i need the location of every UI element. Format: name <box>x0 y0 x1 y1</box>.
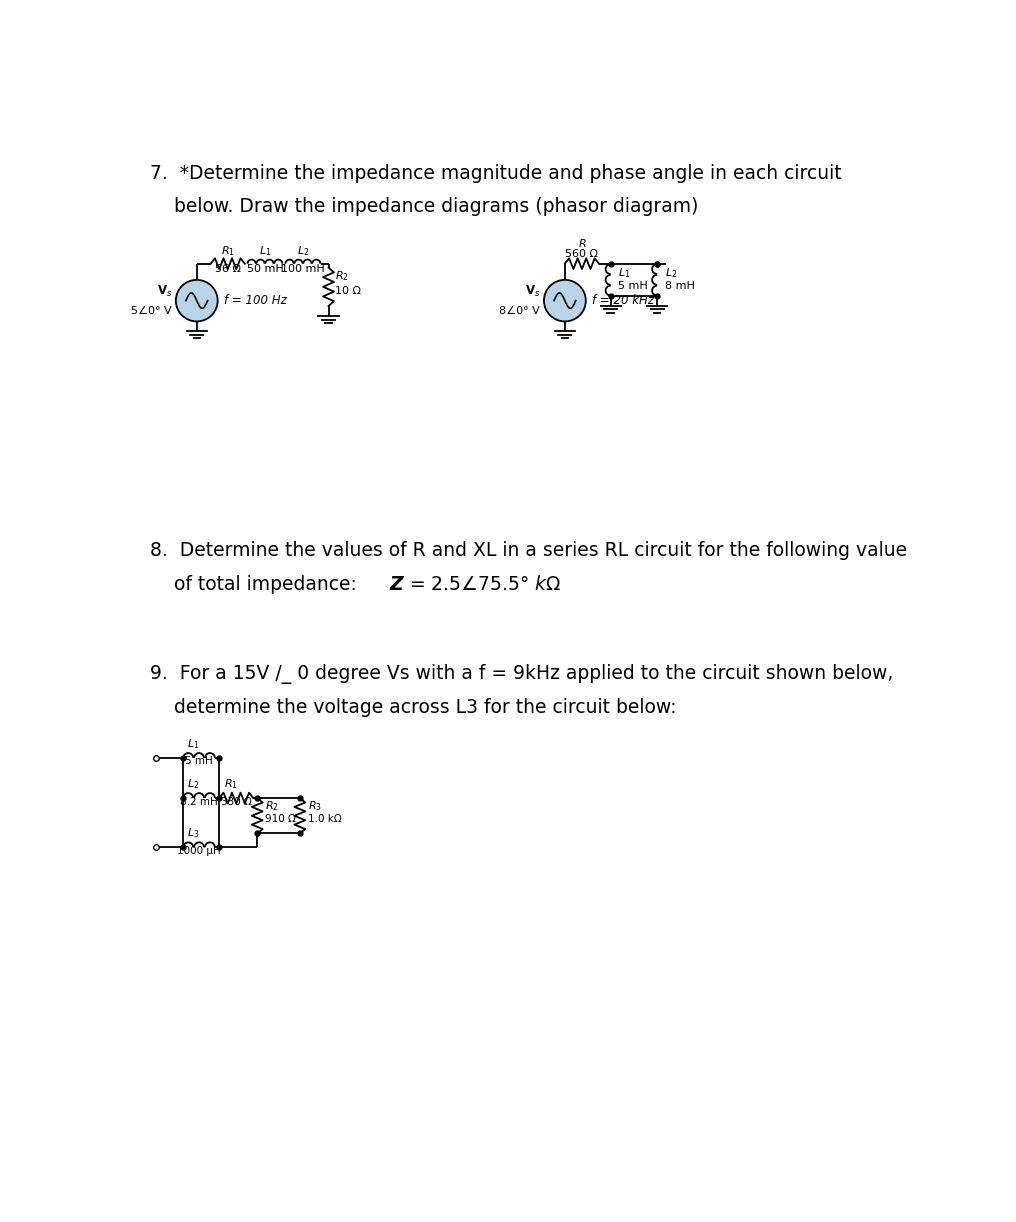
Text: $R$: $R$ <box>577 237 586 249</box>
Text: below. Draw the impedance diagrams (phasor diagram): below. Draw the impedance diagrams (phas… <box>150 198 699 216</box>
Circle shape <box>544 280 586 321</box>
Text: $L_1$: $L_1$ <box>187 737 200 752</box>
Text: of total impedance:: of total impedance: <box>150 574 358 594</box>
Text: f = 20 kHz: f = 20 kHz <box>592 295 654 307</box>
Text: $R_1$: $R_1$ <box>224 777 238 791</box>
Text: $L_2$: $L_2$ <box>297 244 309 258</box>
Text: 5 mH: 5 mH <box>619 281 648 291</box>
Text: 1.0 kΩ: 1.0 kΩ <box>308 814 341 825</box>
Text: $L_2$: $L_2$ <box>187 777 200 791</box>
Text: 5∠0° V: 5∠0° V <box>131 307 172 316</box>
Text: 56 Ω: 56 Ω <box>214 264 241 274</box>
Text: $R_3$: $R_3$ <box>308 799 321 814</box>
Text: 910 Ω: 910 Ω <box>265 814 296 825</box>
Text: 100 mH: 100 mH <box>281 264 325 274</box>
Text: $L_1$: $L_1$ <box>619 266 631 280</box>
Text: $\boldsymbol{Z}$ = 2.5∠75.5° $k\Omega$: $\boldsymbol{Z}$ = 2.5∠75.5° $k\Omega$ <box>389 574 561 594</box>
Text: $\mathbf{V}$$_s$: $\mathbf{V}$$_s$ <box>156 284 172 299</box>
Text: 8.  Determine the values of R and XL in a series RL circuit for the following va: 8. Determine the values of R and XL in a… <box>150 541 907 560</box>
Text: $R_2$: $R_2$ <box>265 799 278 814</box>
Text: $L_2$: $L_2$ <box>664 266 678 280</box>
Text: 5 mH: 5 mH <box>185 756 213 766</box>
Circle shape <box>176 280 217 321</box>
Text: 8 mH: 8 mH <box>664 281 695 291</box>
Text: $\mathbf{V}$$_s$: $\mathbf{V}$$_s$ <box>524 284 541 299</box>
Text: 10 Ω: 10 Ω <box>335 286 362 296</box>
Text: 8.2 mH: 8.2 mH <box>180 797 218 807</box>
Text: 330 Ω: 330 Ω <box>220 797 252 807</box>
Text: 8∠0° V: 8∠0° V <box>499 307 541 316</box>
Text: 1000 μH: 1000 μH <box>177 846 220 855</box>
Text: 560 Ω: 560 Ω <box>566 249 598 259</box>
Text: $L_1$: $L_1$ <box>259 244 271 258</box>
Text: 9.  For a 15V /_ 0 degree Vs with a f = 9kHz applied to the circuit shown below,: 9. For a 15V /_ 0 degree Vs with a f = 9… <box>150 664 894 684</box>
Text: f = 100 Hz: f = 100 Hz <box>224 295 287 307</box>
Text: 50 mH: 50 mH <box>247 264 283 274</box>
Text: determine the voltage across L3 for the circuit below:: determine the voltage across L3 for the … <box>150 698 677 717</box>
Text: $R_1$: $R_1$ <box>220 244 235 258</box>
Text: $R_2$: $R_2$ <box>335 269 350 284</box>
Text: 7.  *Determine the impedance magnitude and phase angle in each circuit: 7. *Determine the impedance magnitude an… <box>150 164 842 182</box>
Text: $L_3$: $L_3$ <box>187 826 200 841</box>
